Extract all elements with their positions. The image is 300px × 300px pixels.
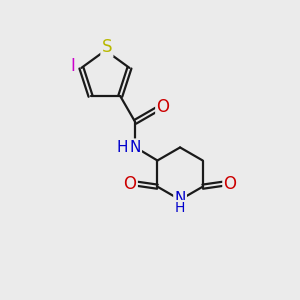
Text: I: I [70,57,76,75]
Text: H: H [116,140,128,154]
Text: H: H [175,201,185,215]
Text: O: O [157,98,169,116]
Text: N: N [174,191,186,206]
Text: N: N [129,140,141,154]
Text: S: S [102,38,112,56]
Text: O: O [224,175,237,193]
Text: O: O [124,175,136,193]
